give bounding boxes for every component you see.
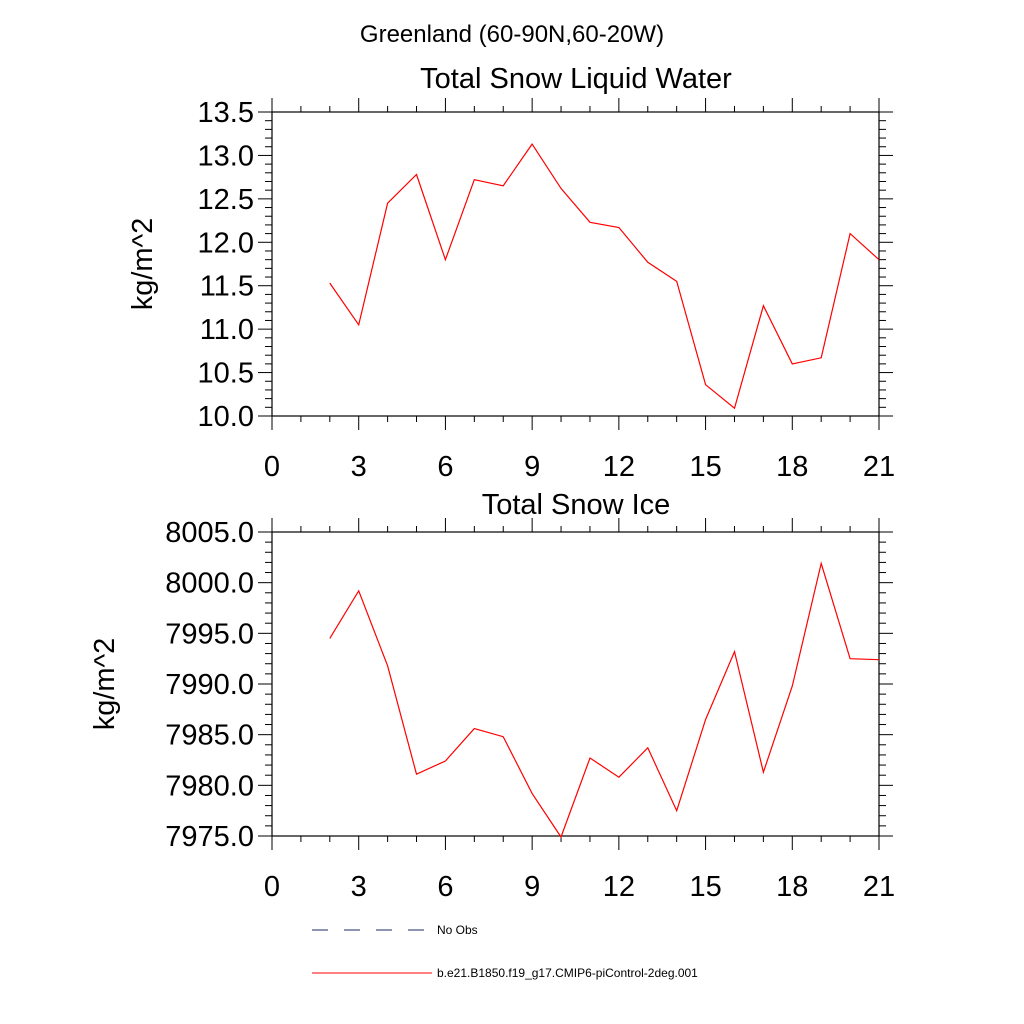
y-tick-label: 13.0 [198,140,254,172]
series-group [329,561,880,839]
plot-frame [271,111,880,417]
y-tick-label: 12.0 [198,227,254,259]
x-tick-label: 18 [776,871,808,903]
y-tick-label: 11.5 [200,271,254,303]
x-tick-label: 0 [264,871,280,903]
x-tick-label: 15 [689,871,721,903]
x-tick-label: 12 [603,451,635,483]
series-line [329,143,880,410]
y-tick-label: 8005.0 [165,517,254,549]
legend-label-model: b.e21.B1850.f19_g17.CMIP6-piControl-2deg… [437,966,698,980]
y-tick-label: 7990.0 [165,669,254,701]
figure-title: Greenland (60-90N,60-20W) [360,21,664,48]
y-ticks: 7975.0 7980.0 7985.0 7990.0 7995.0 8000.0 8005… [165,517,893,853]
x-tick-label: 21 [863,871,895,903]
y-axis-label: kg/m^2 [127,218,159,311]
series-group [329,143,880,410]
chart-liquid-water: Total Snow Liquid Water kg/m^2 0 3 6 9 12 15 1… [127,63,895,483]
y-tick-label: 7985.0 [165,720,254,752]
y-tick-label: 7980.0 [165,770,254,802]
x-tick-label: 15 [689,451,721,483]
x-tick-label: 0 [264,451,280,483]
x-tick-label: 9 [524,871,540,903]
chart-title: Total Snow Ice [482,489,671,521]
x-ticks: 0 3 6 9 12 15 18 21 [264,518,895,903]
y-tick-label: 7975.0 [165,821,254,853]
y-tick-label: 11.0 [200,314,254,346]
x-tick-label: 3 [351,871,367,903]
x-tick-label: 9 [524,451,540,483]
x-tick-label: 6 [437,451,453,483]
y-tick-label: 13.5 [198,97,254,129]
plot-frame [271,531,880,837]
y-tick-label: 10.0 [198,401,254,433]
x-tick-label: 18 [776,451,808,483]
y-tick-label: 8000.0 [165,568,254,600]
y-tick-label: 7995.0 [165,618,254,650]
series-line [329,561,880,839]
legend: No Obs b.e21.B1850.f19_g17.CMIP6-piContr… [312,923,698,980]
y-ticks: 10.0 10.5 11.0 11.5 12.0 12.5 13.0 13.5 [198,97,893,433]
y-axis-label: kg/m^2 [89,638,121,731]
x-tick-label: 21 [863,451,895,483]
chart-title: Total Snow Liquid Water [420,63,732,95]
x-tick-label: 6 [437,871,453,903]
x-tick-label: 12 [603,871,635,903]
y-tick-label: 12.5 [198,184,254,216]
x-ticks: 0 3 6 9 12 15 18 21 [264,98,895,483]
x-tick-label: 3 [351,451,367,483]
chart-snow-ice: Total Snow Ice kg/m^2 0 3 6 9 12 15 18 21 7975.… [89,489,895,903]
y-tick-label: 10.5 [198,358,254,390]
legend-label-no-obs: No Obs [437,923,478,937]
